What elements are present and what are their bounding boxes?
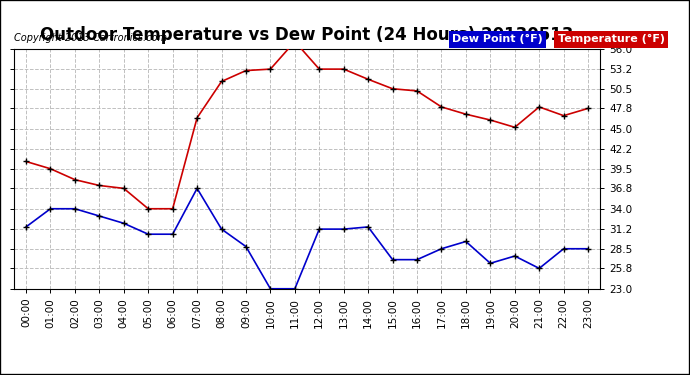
Text: Dew Point (°F): Dew Point (°F) xyxy=(452,34,543,44)
Title: Outdoor Temperature vs Dew Point (24 Hours) 20130513: Outdoor Temperature vs Dew Point (24 Hou… xyxy=(40,26,574,44)
Text: Copyright 2013 Cartronics.com: Copyright 2013 Cartronics.com xyxy=(14,33,167,43)
Text: Temperature (°F): Temperature (°F) xyxy=(558,34,664,44)
